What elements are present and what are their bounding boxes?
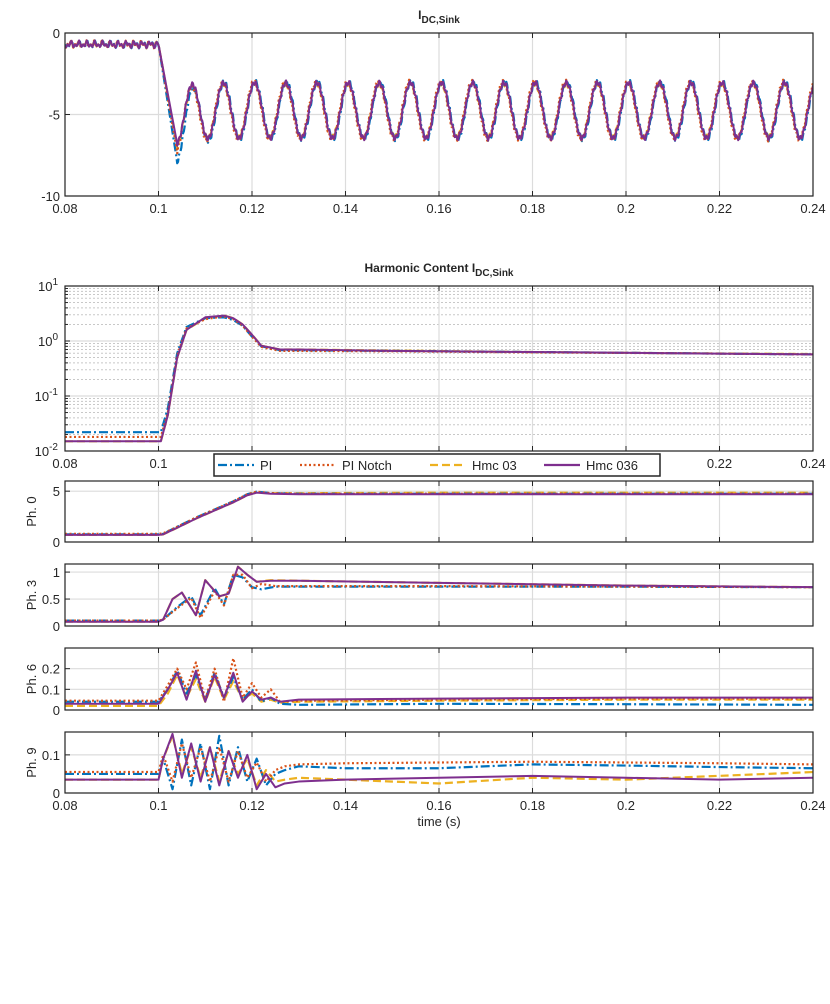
series-line-h36-ph3 (65, 565, 813, 623)
y-tick-label: 0.1 (42, 682, 60, 697)
x-tick-label: 0.24 (800, 456, 825, 471)
series-line-h3-ph6 (65, 673, 813, 707)
x-tick-label: 0.08 (52, 201, 77, 216)
y-axis-label-ph3: Ph. 3 (24, 580, 39, 610)
series-line-pin-ph6 (65, 657, 813, 703)
y-tick-label: 101 (38, 277, 58, 294)
y-tick-label: 0.5 (42, 592, 60, 607)
series-line-h36-ph9 (65, 732, 813, 791)
series-layer (65, 39, 813, 791)
y-tick-label: -10 (41, 189, 60, 204)
series-line-h3-ph9 (65, 734, 813, 787)
y-tick-label: 0.1 (42, 748, 60, 763)
y-tick-label: 0.2 (42, 662, 60, 677)
x-tick-label: 0.14 (333, 201, 358, 216)
plot-area-ph3 (65, 565, 813, 623)
x-tick-label: 0.2 (617, 201, 635, 216)
y-tick-label: 10-1 (35, 387, 59, 404)
series-line-pi-ph6 (65, 669, 813, 706)
x-tick-label: 0.24 (800, 798, 825, 813)
x-tick-label: 0.2 (617, 798, 635, 813)
plot-area-ph6 (65, 657, 813, 707)
x-tick-label: 0.24 (800, 201, 825, 216)
x-tick-label: 0.12 (239, 201, 264, 216)
y-tick-label: 0 (53, 786, 60, 801)
x-tick-label: 0.22 (707, 456, 732, 471)
x-tick-label: 0.22 (707, 201, 732, 216)
series-line-pi-ph9 (65, 734, 813, 791)
plot-area-harm (65, 314, 813, 443)
y-tick-label: 1 (53, 565, 60, 580)
y-tick-label: 0 (53, 619, 60, 634)
plot-area-idc (65, 39, 813, 165)
x-tick-label: 0.14 (333, 798, 358, 813)
y-axis-label-ph9: Ph. 9 (24, 747, 39, 777)
y-tick-label: 100 (38, 332, 58, 349)
x-tick-label: 0.18 (520, 201, 545, 216)
x-tick-label: 0.22 (707, 798, 732, 813)
series-line-pin-ph9 (65, 742, 813, 783)
series-line-h36-idc (65, 39, 813, 147)
y-tick-label: 5 (53, 484, 60, 499)
series-line-h36-harm (65, 314, 813, 443)
chart-title-idc: IDC,Sink (418, 8, 460, 26)
x-tick-label: 0.12 (239, 798, 264, 813)
x-tick-label: 0.18 (520, 798, 545, 813)
x-tick-label: 0.16 (426, 798, 451, 813)
x-tick-label: 0.1 (149, 201, 167, 216)
legend: PI PI Notch Hmc 03 Hmc 036 (213, 453, 661, 477)
y-tick-label: 0 (53, 703, 60, 718)
legend-label-pin: PI Notch (342, 458, 392, 473)
y-axis-label-ph0: Ph. 0 (24, 496, 39, 526)
x-tick-label: 0.1 (149, 798, 167, 813)
legend-label-h3: Hmc 03 (472, 458, 517, 473)
chart-title-harm: Harmonic Content IDC,Sink (364, 261, 513, 279)
x-tick-label: 0.16 (426, 201, 451, 216)
y-tick-label: -5 (48, 108, 60, 123)
x-tick-label: 0.08 (52, 798, 77, 813)
legend-label-pi: PI (260, 458, 272, 473)
y-tick-label: 10-2 (35, 442, 59, 459)
x-axis-label: time (s) (417, 814, 460, 829)
series-line-pin-ph3 (65, 573, 813, 622)
axes-layer (64, 32, 814, 794)
y-tick-label: 0 (53, 535, 60, 550)
series-line-h36-ph0 (65, 491, 813, 536)
legend-label-h36: Hmc 036 (586, 458, 638, 473)
plot-area-ph9 (65, 732, 813, 791)
x-tick-label: 0.1 (149, 456, 167, 471)
y-tick-label: 0 (53, 26, 60, 41)
series-line-h36-ph6 (65, 669, 813, 705)
x-tick-label: 0.08 (52, 456, 77, 471)
plot-area-ph0 (65, 490, 813, 536)
y-axis-label-ph6: Ph. 6 (24, 664, 39, 694)
